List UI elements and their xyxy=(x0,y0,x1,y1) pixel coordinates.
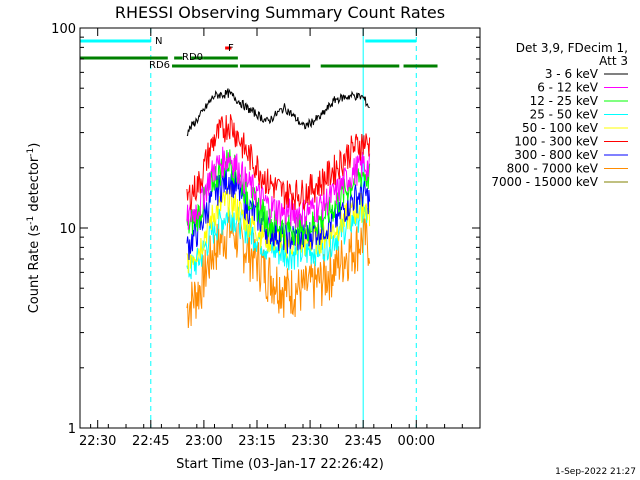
x-axis-label: Start Time (03-Jan-17 22:26:42) xyxy=(176,457,384,472)
series-line-5 xyxy=(186,114,371,212)
series-line-0 xyxy=(186,87,370,137)
legend-header-2: Att 3 xyxy=(599,54,628,68)
x-tick-label: 23:30 xyxy=(291,434,328,449)
legend-label: 300 - 800 keV xyxy=(514,148,598,162)
series-line-3 xyxy=(186,199,371,280)
y-tick-label: 10 xyxy=(59,222,76,237)
legend-label: 7000 - 15000 keV xyxy=(491,175,598,189)
x-tick-label: 22:30 xyxy=(79,434,116,449)
plot-area: N RD0 RD6 F xyxy=(79,28,438,428)
axes: 22:30 22:45 23:00 23:15 23:30 23:45 00:00 1 10 10… xyxy=(51,22,480,449)
legend-label: 100 - 300 keV xyxy=(514,135,598,149)
legend-header-1: Det 3,9, FDecim 1, xyxy=(516,41,628,55)
y-tick-label: 100 xyxy=(51,22,76,37)
flag-label-rd0: RD0 xyxy=(182,52,203,63)
flag-label-rd6: RD6 xyxy=(149,60,170,71)
timestamp: 1-Sep-2022 21:27 xyxy=(555,467,636,477)
legend-label: 50 - 100 keV xyxy=(522,121,599,135)
x-tick-label: 23:00 xyxy=(185,434,222,449)
legend-label: 12 - 25 keV xyxy=(530,94,599,108)
legend-label: 800 - 7000 keV xyxy=(507,162,599,176)
x-tick-label: 00:00 xyxy=(398,434,435,449)
x-tick-label: 23:15 xyxy=(238,434,275,449)
flag-label-n: N xyxy=(155,36,162,47)
legend-label: 6 - 12 keV xyxy=(537,81,599,95)
flag-label-f: F xyxy=(228,43,234,54)
series-line-4 xyxy=(186,185,371,274)
series-line-2 xyxy=(186,149,371,246)
legend-label: 3 - 6 keV xyxy=(545,67,599,81)
legend-label: 25 - 50 keV xyxy=(530,108,599,122)
x-tick-label: 22:45 xyxy=(132,434,169,449)
x-tick-label: 23:45 xyxy=(344,434,381,449)
chart-title: RHESSI Observing Summary Count Rates xyxy=(115,3,445,22)
y-axis-label: Count Rate (s-1 detector-1) xyxy=(26,143,42,314)
series-line-1 xyxy=(186,146,371,230)
y-tick-label: 1 xyxy=(68,422,76,437)
